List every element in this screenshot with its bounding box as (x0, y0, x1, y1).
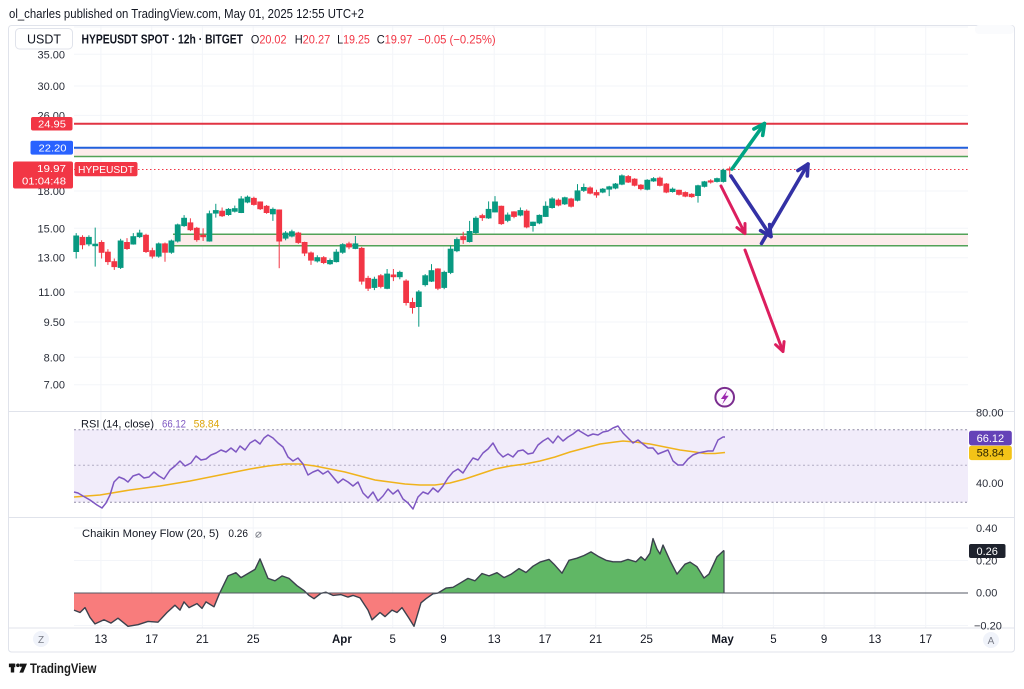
svg-text:9.50: 9.50 (44, 317, 65, 329)
svg-text:24.95: 24.95 (38, 118, 66, 130)
svg-text:35.00: 35.00 (37, 49, 65, 61)
svg-text:5: 5 (389, 634, 395, 646)
svg-text:Chaikin Money Flow (20, 5): Chaikin Money Flow (20, 5) (82, 528, 219, 540)
svg-text:19.97: 19.97 (37, 163, 66, 175)
svg-text:0.26: 0.26 (228, 528, 248, 540)
svg-text:H20.27: H20.27 (295, 33, 331, 47)
svg-text:21: 21 (196, 634, 209, 646)
svg-text:58.84: 58.84 (194, 419, 220, 431)
svg-text:66.12: 66.12 (977, 433, 1005, 445)
svg-text:15.00: 15.00 (37, 223, 65, 235)
svg-text:TradingView: TradingView (30, 661, 97, 676)
svg-text:9: 9 (440, 634, 446, 646)
svg-text:L19.25: L19.25 (337, 33, 370, 47)
svg-text:13: 13 (869, 634, 882, 646)
svg-text:−0.20: −0.20 (974, 620, 1002, 632)
svg-text:0.20: 0.20 (976, 555, 997, 567)
svg-text:17: 17 (145, 634, 158, 646)
svg-text:0.40: 0.40 (976, 523, 997, 535)
svg-text:RSI (14, close): RSI (14, close) (81, 419, 154, 431)
svg-text:25: 25 (640, 634, 653, 646)
svg-text:A: A (988, 636, 995, 647)
svg-text:Z: Z (38, 635, 44, 646)
svg-text:80.00: 80.00 (976, 408, 1004, 420)
svg-text:HYPEUSDT: HYPEUSDT (78, 164, 135, 176)
svg-text:66.12: 66.12 (162, 419, 186, 431)
svg-text:25: 25 (247, 634, 260, 646)
svg-text:7.00: 7.00 (44, 380, 65, 392)
svg-text:HYPEUSDT SPOT · 12h · BITGET: HYPEUSDT SPOT · 12h · BITGET (82, 33, 244, 47)
svg-text:⌀: ⌀ (255, 529, 262, 541)
svg-text:−0.05 (−0.25%): −0.05 (−0.25%) (418, 33, 496, 47)
svg-text:58.84: 58.84 (977, 448, 1005, 460)
svg-text:0.26: 0.26 (976, 546, 997, 558)
svg-text:40.00: 40.00 (976, 478, 1004, 490)
svg-text:11.00: 11.00 (38, 287, 65, 299)
svg-text:01:04:48: 01:04:48 (22, 175, 66, 187)
svg-text:Apr: Apr (332, 634, 352, 646)
svg-text:9: 9 (821, 634, 827, 646)
svg-text:30.00: 30.00 (37, 81, 65, 93)
svg-text:21: 21 (589, 634, 602, 646)
svg-text:0.00: 0.00 (976, 588, 997, 600)
svg-text:5: 5 (770, 634, 776, 646)
svg-text:18.00: 18.00 (37, 186, 65, 198)
svg-text:13: 13 (95, 634, 108, 646)
svg-text:O20.02: O20.02 (251, 33, 287, 47)
svg-text:C19.97: C19.97 (377, 33, 413, 47)
svg-text:17: 17 (919, 634, 932, 646)
svg-text:17: 17 (539, 634, 552, 646)
svg-text:13: 13 (488, 634, 501, 646)
svg-text:22.20: 22.20 (39, 142, 67, 154)
svg-text:ol_charles published on Tradin: ol_charles published on TradingView.com,… (9, 7, 364, 21)
svg-text:13.00: 13.00 (37, 253, 65, 265)
svg-text:USDT: USDT (27, 32, 61, 46)
svg-text:8.00: 8.00 (44, 352, 65, 364)
svg-text:May: May (711, 634, 734, 646)
